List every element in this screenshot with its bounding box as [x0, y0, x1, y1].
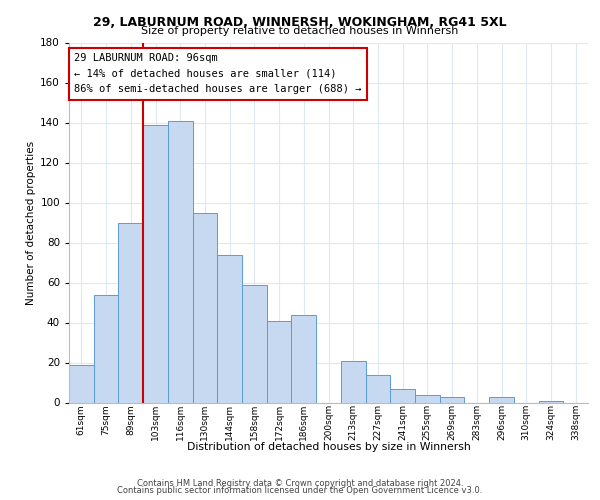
- Bar: [193, 212, 217, 402]
- Text: 29 LABURNUM ROAD: 96sqm
← 14% of detached houses are smaller (114)
86% of semi-d: 29 LABURNUM ROAD: 96sqm ← 14% of detache…: [74, 54, 362, 94]
- Text: Size of property relative to detached houses in Winnersh: Size of property relative to detached ho…: [142, 26, 458, 36]
- Bar: [415, 394, 440, 402]
- Bar: [365, 374, 390, 402]
- Bar: [539, 400, 563, 402]
- Bar: [489, 396, 514, 402]
- Bar: [341, 360, 365, 403]
- Bar: [390, 388, 415, 402]
- Bar: [118, 222, 143, 402]
- Text: Contains HM Land Registry data © Crown copyright and database right 2024.: Contains HM Land Registry data © Crown c…: [137, 478, 463, 488]
- Text: 29, LABURNUM ROAD, WINNERSH, WOKINGHAM, RG41 5XL: 29, LABURNUM ROAD, WINNERSH, WOKINGHAM, …: [93, 16, 507, 29]
- Bar: [168, 120, 193, 402]
- Bar: [267, 320, 292, 402]
- Bar: [440, 396, 464, 402]
- Bar: [217, 254, 242, 402]
- Bar: [94, 294, 118, 403]
- Bar: [242, 284, 267, 403]
- Bar: [69, 364, 94, 403]
- Text: Contains public sector information licensed under the Open Government Licence v3: Contains public sector information licen…: [118, 486, 482, 495]
- Text: Distribution of detached houses by size in Winnersh: Distribution of detached houses by size …: [187, 442, 470, 452]
- Y-axis label: Number of detached properties: Number of detached properties: [26, 140, 36, 304]
- Bar: [292, 314, 316, 402]
- Bar: [143, 124, 168, 402]
